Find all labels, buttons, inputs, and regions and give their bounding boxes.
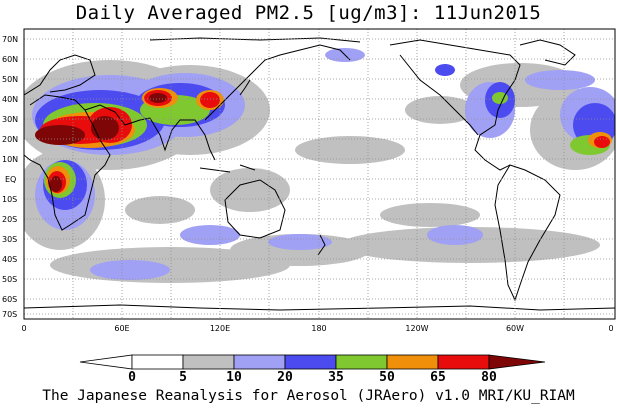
longitude-axis: 0 60E 120E 180 120W 60W 0 (21, 324, 613, 333)
map-frame (23, 28, 616, 320)
colorbar-label: 20 (277, 370, 293, 385)
colorbar-label: 35 (328, 370, 344, 385)
colorbar-segment (284, 354, 337, 370)
lat-label: 40S (2, 255, 17, 264)
credit-line: The Japanese Reanalysis for Aerosol (JRA… (42, 388, 575, 404)
lon-label: 120E (210, 324, 230, 333)
lon-label: 0 (21, 324, 26, 333)
lat-label: 50S (2, 275, 17, 284)
colorbar-segment (386, 354, 439, 370)
lat-label: 70N (2, 35, 18, 44)
lat-label: 70S (2, 310, 17, 319)
pm25-band-above-80 (35, 93, 167, 192)
lat-label: 10N (2, 155, 18, 164)
graticule (24, 29, 615, 319)
lat-label: 20N (2, 135, 18, 144)
lat-label: 20S (2, 215, 17, 224)
colorbar-label: 10 (226, 370, 242, 385)
lat-label: 40N (2, 95, 18, 104)
colorbar: 0 5 10 20 35 50 65 80 (79, 354, 546, 385)
colorbar-label: 65 (430, 370, 446, 385)
colorbar-label: 50 (379, 370, 395, 385)
lat-label: 50N (2, 75, 18, 84)
lon-label: 0 (608, 324, 613, 333)
colorbar-label: 0 (128, 370, 136, 385)
lat-label: 30S (2, 235, 17, 244)
colorbar-label: 80 (481, 370, 497, 385)
lon-label: 180 (311, 324, 326, 333)
lat-label: EQ (5, 175, 16, 184)
map-title: Daily Averaged PM2.5 [ug/m3]: 11Jun2015 (75, 2, 542, 24)
colorbar-left-triangle (79, 354, 133, 370)
lon-label: 60E (114, 324, 129, 333)
pm25-field (24, 37, 615, 311)
lon-label: 120W (405, 324, 428, 333)
colorbar-segment (437, 354, 490, 370)
lat-label: 10S (2, 195, 17, 204)
lon-label: 60W (506, 324, 524, 333)
colorbar-segment (335, 354, 388, 370)
latitude-axis: 70N 60N 50N 40N 30N 20N 10N EQ 10S 20S 3… (2, 35, 18, 319)
colorbar-right-triangle (488, 354, 546, 370)
colorbar-segment (233, 354, 286, 370)
lat-label: 60N (2, 55, 18, 64)
colorbar-segment (182, 354, 235, 370)
lat-label: 60S (2, 295, 17, 304)
colorbar-segment (131, 354, 184, 370)
lat-label: 30N (2, 115, 18, 124)
colorbar-label: 5 (179, 370, 187, 385)
